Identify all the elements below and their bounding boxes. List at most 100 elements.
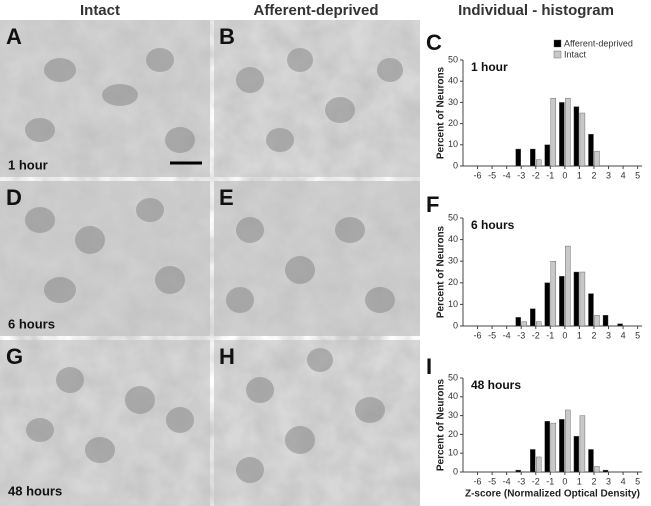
bar bbox=[579, 112, 586, 167]
legend-swatch bbox=[553, 50, 562, 59]
x-tick-label: -1 bbox=[546, 476, 554, 486]
bar bbox=[559, 102, 565, 167]
x-tick-label: -3 bbox=[517, 476, 525, 486]
cells bbox=[25, 48, 403, 483]
bar bbox=[550, 97, 557, 167]
legend-label: Afferent-deprived bbox=[564, 38, 633, 48]
y-tick-label: 20 bbox=[448, 118, 458, 128]
x-tick-label: -1 bbox=[546, 170, 554, 180]
y-tick-label: 50 bbox=[448, 54, 458, 64]
chart-title: 6 hours bbox=[471, 218, 515, 232]
x-tick-label: -6 bbox=[474, 330, 482, 340]
bar bbox=[544, 144, 551, 167]
column-header: Afferent-deprived bbox=[253, 2, 378, 19]
x-tick-label: -4 bbox=[503, 330, 511, 340]
bar bbox=[530, 449, 536, 473]
bar bbox=[550, 261, 557, 327]
panel-letter: B bbox=[219, 24, 235, 49]
y-tick-label: 20 bbox=[448, 429, 458, 439]
y-tick-label: 10 bbox=[448, 139, 458, 149]
x-tick-label: 3 bbox=[606, 330, 611, 340]
x-tick-label: -1 bbox=[546, 330, 554, 340]
y-axis-label: Percent of Neurons bbox=[436, 66, 447, 159]
y-tick-label: 0 bbox=[453, 160, 458, 170]
bar bbox=[515, 317, 521, 327]
bar bbox=[521, 321, 527, 327]
chart-title: 48 hours bbox=[471, 378, 521, 392]
x-tick-label: -4 bbox=[503, 476, 511, 486]
x-tick-label: 5 bbox=[635, 330, 640, 340]
x-tick-label: -2 bbox=[532, 476, 540, 486]
x-tick-label: 1 bbox=[577, 330, 582, 340]
x-tick-label: 4 bbox=[621, 170, 626, 180]
panel-letter: A bbox=[6, 24, 22, 49]
y-axis-label: Percent of Neurons bbox=[436, 378, 447, 471]
x-tick-label: 5 bbox=[635, 170, 640, 180]
bar bbox=[594, 315, 600, 327]
y-tick-label: 50 bbox=[448, 212, 458, 222]
x-tick-label: 4 bbox=[621, 330, 626, 340]
x-tick-label: 5 bbox=[635, 476, 640, 486]
x-tick-label: -5 bbox=[488, 476, 496, 486]
x-tick-label: -2 bbox=[532, 170, 540, 180]
bar bbox=[530, 308, 536, 327]
bar bbox=[588, 293, 594, 327]
bar bbox=[602, 469, 609, 473]
x-tick-label: 0 bbox=[562, 170, 567, 180]
y-tick-label: 40 bbox=[448, 76, 458, 86]
x-tick-label: 3 bbox=[606, 170, 611, 180]
bar bbox=[536, 321, 542, 327]
bar bbox=[515, 469, 521, 473]
bar bbox=[573, 271, 580, 327]
bar bbox=[579, 415, 586, 473]
x-tick-label: -2 bbox=[532, 330, 540, 340]
column-header: Individual - histogram bbox=[458, 2, 614, 19]
bar bbox=[536, 456, 542, 473]
x-tick-label: 2 bbox=[591, 330, 596, 340]
y-tick-label: 30 bbox=[448, 410, 458, 420]
column-header: Intact bbox=[80, 2, 120, 19]
bar bbox=[579, 271, 586, 327]
y-tick-label: 10 bbox=[448, 299, 458, 309]
bar bbox=[536, 159, 542, 167]
bar bbox=[550, 422, 557, 473]
x-tick-label: -6 bbox=[474, 170, 482, 180]
x-tick-label: 0 bbox=[562, 330, 567, 340]
x-axis-label: Z-score (Normalized Optical Density) bbox=[465, 489, 640, 500]
bar bbox=[588, 133, 594, 167]
panel-letter: G bbox=[6, 344, 23, 369]
bar bbox=[573, 436, 580, 473]
panel-letter: C bbox=[426, 30, 442, 55]
legend-label: Intact bbox=[564, 49, 587, 59]
x-tick-label: -4 bbox=[503, 170, 511, 180]
y-axis-label: Percent of Neurons bbox=[436, 225, 447, 318]
bar bbox=[594, 466, 600, 473]
x-tick-label: -3 bbox=[517, 170, 525, 180]
y-tick-label: 40 bbox=[448, 391, 458, 401]
bar bbox=[573, 106, 580, 167]
bar bbox=[544, 421, 551, 473]
bar bbox=[559, 276, 565, 327]
x-tick-label: 0 bbox=[562, 476, 567, 486]
chart-title: 1 hour bbox=[471, 60, 508, 74]
x-tick-label: 2 bbox=[591, 476, 596, 486]
x-tick-label: -5 bbox=[488, 170, 496, 180]
bar bbox=[530, 148, 536, 167]
x-tick-label: -3 bbox=[517, 330, 525, 340]
bar bbox=[602, 315, 609, 327]
bar bbox=[544, 282, 551, 327]
bar bbox=[559, 419, 565, 473]
panel-letter: D bbox=[6, 185, 22, 210]
legend-swatch bbox=[553, 39, 562, 48]
bar bbox=[515, 148, 521, 167]
bar bbox=[617, 323, 623, 327]
y-tick-label: 30 bbox=[448, 256, 458, 266]
image-label: 48 hours bbox=[8, 483, 62, 498]
y-tick-label: 20 bbox=[448, 277, 458, 287]
bar bbox=[565, 245, 571, 327]
panel-letter: I bbox=[426, 354, 432, 379]
panel-letter: H bbox=[219, 344, 235, 369]
y-tick-label: 50 bbox=[448, 372, 458, 382]
bar bbox=[565, 409, 571, 473]
